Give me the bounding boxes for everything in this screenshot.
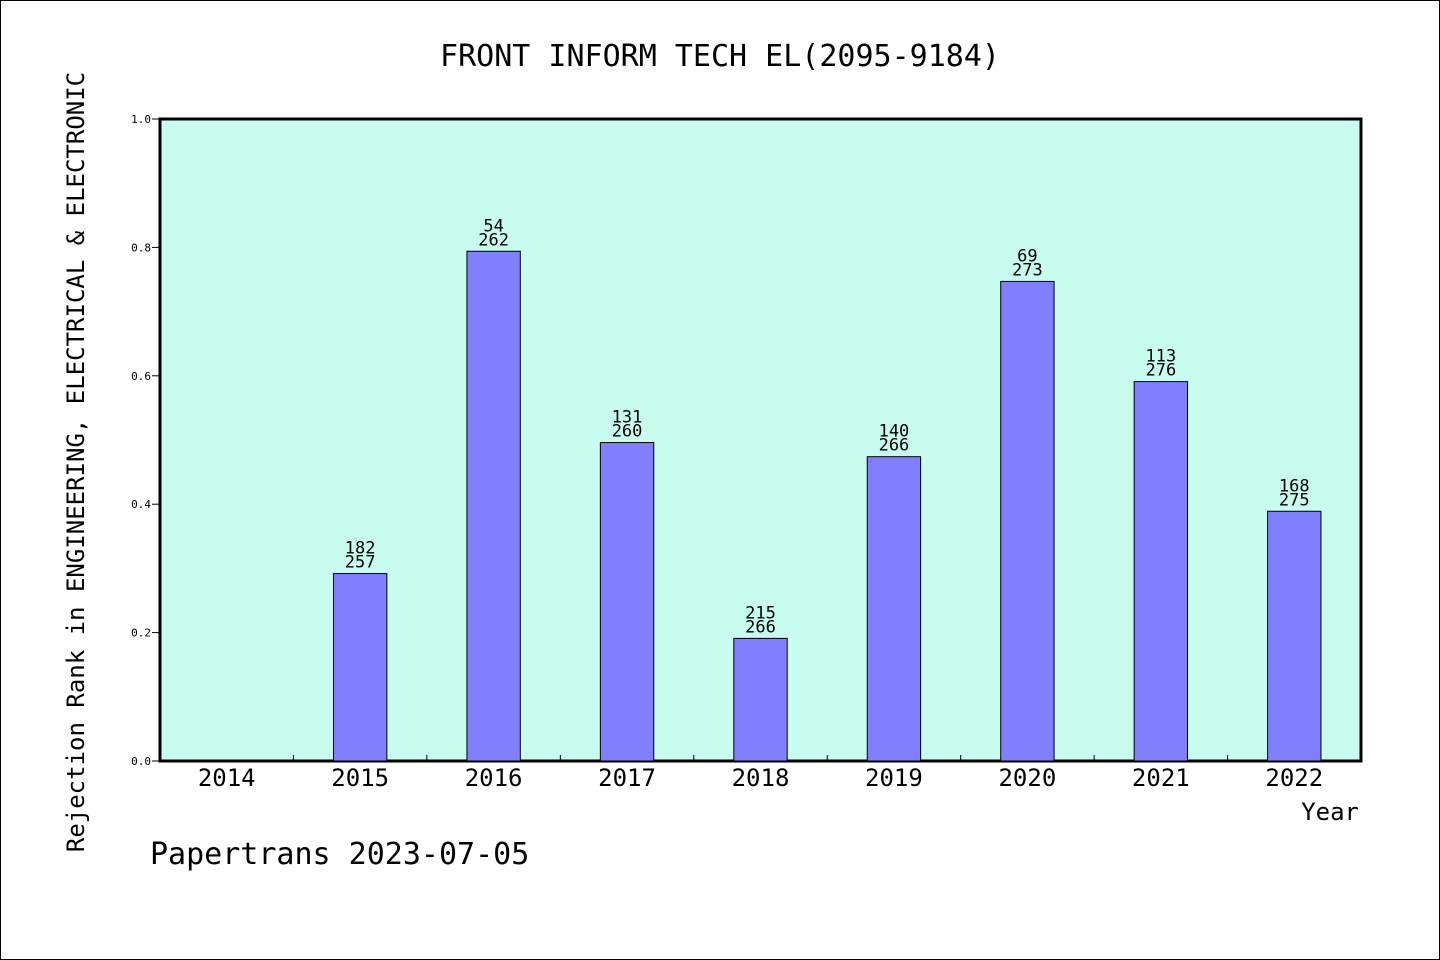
bar-label-top: 113 — [1145, 347, 1176, 367]
x-tick-label: 2014 — [198, 764, 256, 792]
bar-label-bottom: 275 — [1279, 490, 1310, 510]
bar — [866, 456, 922, 762]
bar-label-bottom: 266 — [745, 617, 776, 637]
x-tick-label: 2016 — [465, 764, 523, 792]
y-tick-label: 0.8 — [131, 241, 151, 254]
bar-label-bottom: 276 — [1145, 361, 1176, 381]
bar-label-top: 54 — [483, 216, 503, 236]
bar-label-bottom: 262 — [478, 230, 509, 250]
bar — [1267, 510, 1322, 762]
x-tick-label: 2015 — [331, 764, 389, 792]
bar-series: 1822575426213126021526614026669273113276… — [332, 216, 1322, 762]
y-tick-label: 0.4 — [131, 498, 151, 511]
bar-label-top: 215 — [745, 603, 776, 623]
bar — [599, 442, 655, 762]
y-axis-label: Rejection Rank in ENGINEERING, ELECTRICA… — [62, 72, 90, 852]
x-axis-label: Year — [1301, 798, 1359, 826]
bar-label-bottom: 273 — [1012, 260, 1043, 280]
bar-label-bottom: 266 — [879, 436, 910, 456]
bar-label-top: 69 — [1017, 246, 1037, 266]
bar-label-bottom: 260 — [612, 422, 643, 442]
y-tick-label: 0.2 — [131, 627, 151, 640]
y-axis: 0.0 0.2 0.4 0.6 0.8 1.0 — [131, 113, 160, 768]
bar-label-bottom: 257 — [345, 553, 376, 573]
bar-label-top: 131 — [612, 408, 643, 428]
x-tick-label: 2022 — [1265, 764, 1323, 792]
x-tick-label: 2018 — [732, 764, 790, 792]
bar — [1000, 280, 1055, 762]
y-tick-label: 0.0 — [131, 755, 151, 768]
y-tick-label: 0.6 — [131, 370, 151, 383]
x-axis: 2014 2015 2016 2017 2018 2019 2020 2021 2022 — [198, 755, 1323, 792]
bar — [332, 573, 388, 762]
chart-title: FRONT INFORM TECH EL(2095-9184) — [440, 39, 1000, 74]
bar — [733, 637, 788, 762]
x-tick-label: 2021 — [1132, 764, 1190, 792]
x-tick-label: 2017 — [598, 764, 656, 792]
bar-label-top: 182 — [345, 539, 376, 559]
x-tick-label: 2019 — [865, 764, 923, 792]
bar-label-top: 168 — [1279, 476, 1310, 496]
bar — [466, 250, 521, 762]
bar-label-top: 140 — [879, 422, 910, 442]
x-tick-label: 2020 — [998, 764, 1056, 792]
bar — [1133, 381, 1189, 762]
watermark-text: Papertrans 2023-07-05 — [150, 837, 529, 872]
y-tick-label: 1.0 — [131, 113, 151, 126]
